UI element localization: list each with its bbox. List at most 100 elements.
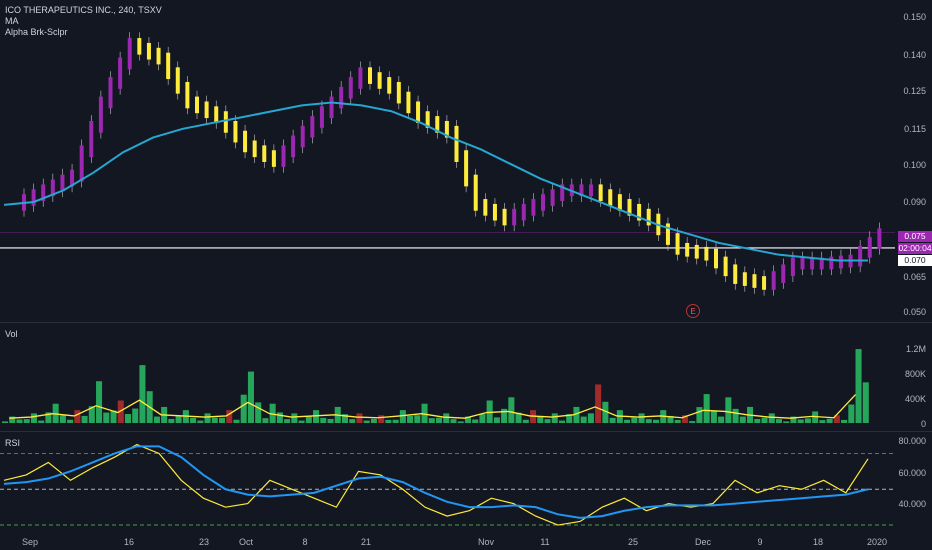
volume-bar xyxy=(370,418,377,423)
countdown-tag: 02:00:04 xyxy=(898,243,932,254)
volume-bar xyxy=(624,419,631,423)
candle-body xyxy=(521,203,526,221)
candle-body xyxy=(560,184,565,202)
candle-body xyxy=(281,145,286,167)
volume-bar xyxy=(81,415,88,423)
volume-bar xyxy=(775,419,782,423)
price-tick: 0.115 xyxy=(904,124,926,134)
volume-bar xyxy=(233,419,240,423)
candle-body xyxy=(416,101,421,123)
candle-body xyxy=(291,135,296,158)
volume-bar xyxy=(74,410,81,423)
candle-body xyxy=(512,208,517,226)
volume-bar xyxy=(276,412,283,423)
volume-bar xyxy=(226,410,233,423)
rsi-tick: 40.000 xyxy=(898,499,926,509)
volume-bar xyxy=(681,415,688,423)
candle-body xyxy=(819,257,824,270)
volume-bar xyxy=(674,419,681,423)
volume-bar xyxy=(732,408,739,423)
volume-bar xyxy=(2,421,9,423)
volume-bar xyxy=(356,413,363,423)
volume-bar xyxy=(718,416,725,423)
candle-body xyxy=(396,81,401,104)
volume-label: Vol xyxy=(5,329,18,339)
volume-bar xyxy=(848,404,855,423)
volume-bar xyxy=(544,419,551,423)
volume-chart[interactable] xyxy=(0,323,932,431)
volume-bar xyxy=(457,421,464,423)
volume-bar xyxy=(703,394,710,423)
time-tick: Sep xyxy=(21,537,39,547)
candle-body xyxy=(156,47,161,65)
time-tick: 25 xyxy=(627,537,639,547)
candle-body xyxy=(310,116,315,138)
candle-body xyxy=(810,257,815,270)
volume-bar xyxy=(645,419,652,423)
volume-bar xyxy=(768,413,775,423)
candle-body xyxy=(108,77,113,109)
volume-bar xyxy=(551,413,558,423)
price-tick: 0.090 xyxy=(903,197,926,207)
candle-body xyxy=(492,203,497,221)
volume-bar xyxy=(313,410,320,423)
volume-bar xyxy=(667,415,674,423)
candle-body xyxy=(473,174,478,211)
volume-bar xyxy=(103,412,110,423)
price-chart[interactable] xyxy=(0,0,932,322)
time-tick: Dec xyxy=(694,537,712,547)
candle-body xyxy=(694,244,699,259)
rsi-pane[interactable]: RSI 80.000 60.000 40.000 xyxy=(0,432,932,534)
candle-body xyxy=(41,184,46,202)
volume-bar xyxy=(450,419,457,423)
candle-body xyxy=(425,111,430,128)
volume-bar xyxy=(96,381,103,423)
volume-bar xyxy=(262,418,269,423)
price-tick: 0.140 xyxy=(903,50,926,60)
volume-bar xyxy=(269,403,276,423)
volume-bar xyxy=(197,420,204,423)
volume-bar xyxy=(132,408,139,423)
candle-body xyxy=(223,111,228,133)
price-pane[interactable]: ICO THERAPEUTICS INC., 240, TSXV MA Alph… xyxy=(0,0,932,322)
volume-bar xyxy=(689,421,696,423)
candle-body xyxy=(252,140,257,158)
candle-body xyxy=(406,91,411,114)
volume-bar xyxy=(240,394,247,423)
candle-body xyxy=(214,106,219,123)
candle-body xyxy=(329,96,334,119)
volume-bar xyxy=(790,416,797,423)
candle-body xyxy=(665,223,670,245)
volume-bar xyxy=(558,420,565,423)
volume-bar xyxy=(349,419,356,423)
candle-body xyxy=(838,255,843,269)
candle-body xyxy=(444,120,449,138)
rsi-chart[interactable] xyxy=(0,432,932,534)
candle-body xyxy=(502,208,507,226)
candle-body xyxy=(531,199,536,216)
volume-bar xyxy=(862,382,869,423)
volume-tick: 400K xyxy=(904,394,926,404)
candle-body xyxy=(348,77,353,99)
volume-bar xyxy=(124,414,131,423)
time-axis[interactable]: Sep 16 23 Oct 8 21 Nov 11 25 Dec 9 18 20… xyxy=(0,534,932,550)
candle-body xyxy=(454,125,459,162)
rsi-label: RSI xyxy=(5,438,21,448)
candle-body xyxy=(541,194,545,211)
volume-pane[interactable]: Vol 1.2M 800K 400K 0 xyxy=(0,323,932,431)
current-price-tag: 0.075 xyxy=(898,231,932,242)
rsi-tick: 80.000 xyxy=(898,436,926,446)
price-tick: 0.100 xyxy=(903,160,926,170)
volume-bar xyxy=(493,417,500,423)
volume-bar xyxy=(219,417,226,423)
volume-bar xyxy=(515,412,522,423)
candle-body xyxy=(271,150,276,167)
volume-bar xyxy=(826,418,833,423)
volume-bar xyxy=(190,417,197,423)
candle-body xyxy=(550,189,555,206)
line-price-tag: 0.070 xyxy=(898,255,932,266)
candle-body xyxy=(637,203,642,221)
time-tick: 23 xyxy=(198,537,210,547)
earnings-marker[interactable]: E xyxy=(686,304,700,318)
volume-bar xyxy=(247,371,254,423)
